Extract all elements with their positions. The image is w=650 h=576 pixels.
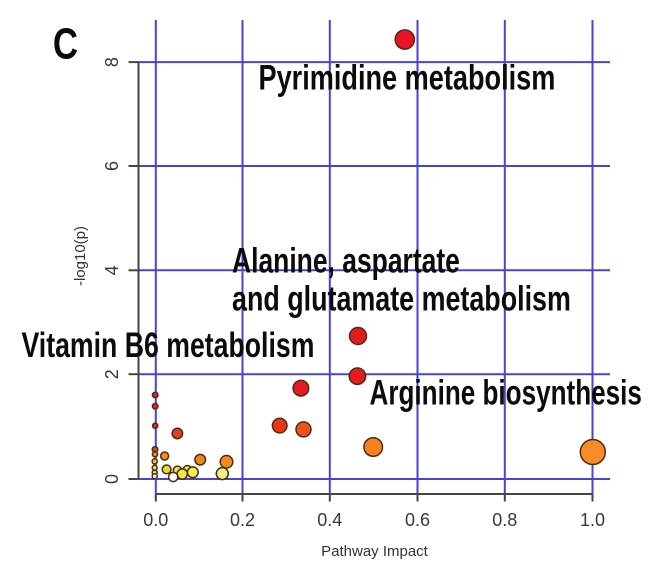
svg-text:C: C — [53, 20, 78, 69]
svg-text:0.6: 0.6 — [405, 510, 430, 530]
svg-text:0.8: 0.8 — [492, 510, 517, 530]
svg-text:Arginine biosynthesis: Arginine biosynthesis — [370, 373, 642, 413]
svg-text:0: 0 — [102, 474, 122, 484]
svg-text:Pyrimidine metabolism: Pyrimidine metabolism — [259, 58, 556, 97]
svg-text:8: 8 — [102, 57, 122, 67]
svg-text:0.4: 0.4 — [317, 510, 342, 530]
svg-text:-log10(p): -log10(p) — [72, 226, 89, 286]
svg-text:2: 2 — [102, 369, 122, 379]
svg-text:0.2: 0.2 — [230, 510, 255, 530]
svg-text:Vitamin B6 metabolism: Vitamin B6 metabolism — [22, 326, 315, 365]
svg-text:and glutamate metabolism: and glutamate metabolism — [232, 279, 571, 318]
svg-text:0.0: 0.0 — [143, 510, 168, 530]
svg-text:Alanine, aspartate: Alanine, aspartate — [232, 241, 460, 280]
svg-text:Pathway Impact: Pathway Impact — [321, 543, 429, 560]
svg-text:4: 4 — [102, 265, 122, 275]
svg-text:1.0: 1.0 — [580, 510, 605, 530]
svg-text:6: 6 — [102, 161, 122, 171]
